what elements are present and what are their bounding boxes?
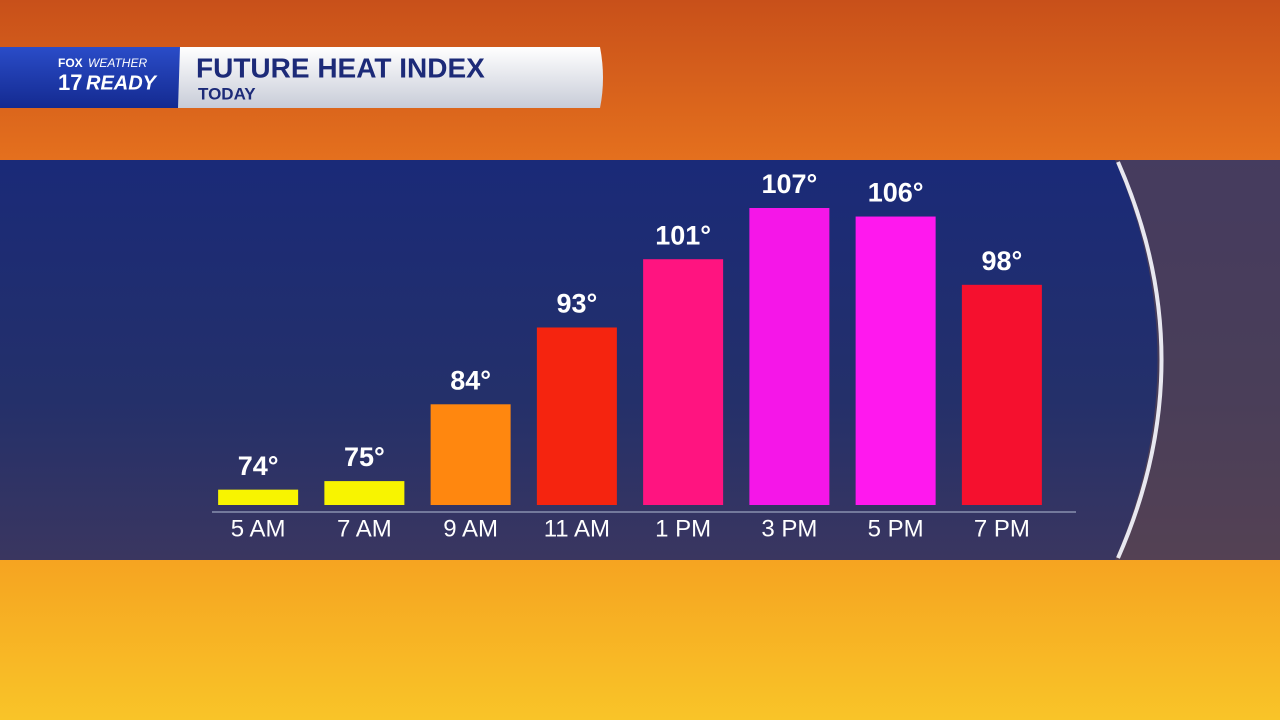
bar bbox=[218, 489, 299, 505]
x-tick-label: 7 PM bbox=[974, 515, 1030, 542]
x-tick-label: 5 AM bbox=[231, 515, 286, 542]
value-label: 93° bbox=[556, 289, 597, 319]
x-tick-label: 3 PM bbox=[761, 515, 817, 542]
logo-tagline: READY bbox=[86, 72, 158, 94]
x-tick-label: 1 PM bbox=[655, 515, 711, 542]
panel-arc bbox=[1116, 161, 1164, 559]
value-label: 75° bbox=[344, 442, 385, 472]
bar bbox=[536, 327, 617, 505]
bar bbox=[855, 216, 936, 505]
value-label: 101° bbox=[655, 220, 711, 250]
logo-station: FOX bbox=[58, 56, 83, 70]
logo-box bbox=[0, 47, 180, 108]
logo-number: 17 bbox=[58, 70, 82, 95]
value-label: 107° bbox=[761, 169, 817, 199]
x-tick-label: 9 AM bbox=[443, 515, 498, 542]
panel-edge bbox=[1115, 160, 1280, 560]
x-tick-label: 7 AM bbox=[337, 515, 392, 542]
bar bbox=[961, 284, 1042, 505]
x-tick-label: 11 AM bbox=[544, 515, 610, 542]
bar bbox=[430, 404, 511, 505]
value-label: 74° bbox=[238, 451, 279, 481]
chart-subtitle: TODAY bbox=[198, 84, 256, 103]
panel bbox=[0, 160, 1280, 560]
bar bbox=[643, 259, 724, 505]
value-label: 98° bbox=[981, 246, 1022, 276]
chart-title: FUTURE HEAT INDEX bbox=[196, 52, 485, 83]
bar bbox=[749, 208, 830, 505]
value-label: 84° bbox=[450, 365, 491, 395]
value-label: 106° bbox=[868, 178, 924, 208]
bar bbox=[324, 481, 405, 505]
logo-brand: WEATHER bbox=[88, 56, 147, 70]
x-tick-label: 5 PM bbox=[868, 515, 924, 542]
